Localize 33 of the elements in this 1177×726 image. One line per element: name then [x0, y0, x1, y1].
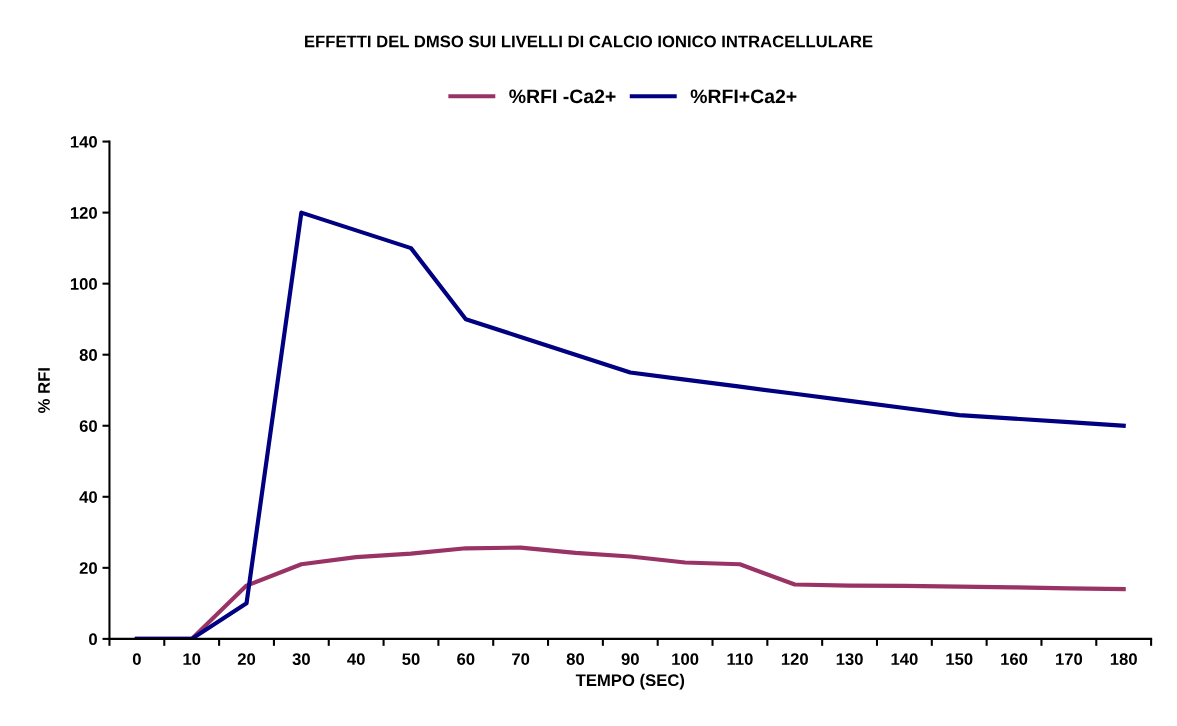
y-tick-label: 0: [89, 633, 97, 646]
y-tick-label: 20: [79, 562, 97, 575]
x-tick-label: 180: [1110, 653, 1137, 666]
y-tick-label: 100: [70, 278, 97, 290]
x-tick-label: 120: [781, 653, 808, 666]
x-tick-label: 0: [132, 653, 141, 666]
y-axis-title: % RFI: [38, 368, 50, 413]
x-tick-label: 50: [402, 653, 420, 666]
line-series: [134, 210, 1126, 639]
y-tick-label: 140: [70, 135, 97, 148]
x-tick-label: 10: [183, 653, 201, 666]
legend-label: %RFI -Ca2+: [509, 89, 616, 104]
x-tick-label: 70: [512, 653, 530, 666]
x-tick-label: 100: [672, 653, 699, 666]
x-tick-label: 170: [1056, 653, 1083, 666]
x-tick-label: 90: [621, 653, 639, 666]
y-tick-label: 60: [79, 420, 97, 432]
x-tick-label: 160: [1001, 653, 1028, 666]
y-tick-label: 120: [70, 207, 97, 219]
x-axis-title: TEMPO (SEC): [575, 673, 685, 690]
x-tick-label: 60: [457, 653, 475, 666]
x-tick-label: 20: [237, 653, 256, 666]
chart-title: EFFETTI DEL DMSO SUI LIVELLI DI CALCIO IONICO INTRACELLULARE: [305, 35, 873, 48]
x-tick-label: 30: [292, 653, 310, 666]
x-tick-label: 140: [891, 653, 918, 666]
x-tick-label: 110: [727, 653, 753, 666]
y-tick-label: 40: [79, 491, 97, 503]
legend-label: %RFI+Ca2+: [690, 89, 797, 104]
x-tick-label: 40: [347, 653, 365, 666]
y-tick-label: 80: [79, 349, 97, 361]
x-tick-label: 150: [946, 653, 973, 666]
x-tick-label: 80: [566, 653, 585, 666]
x-tick-label: 130: [836, 653, 863, 666]
